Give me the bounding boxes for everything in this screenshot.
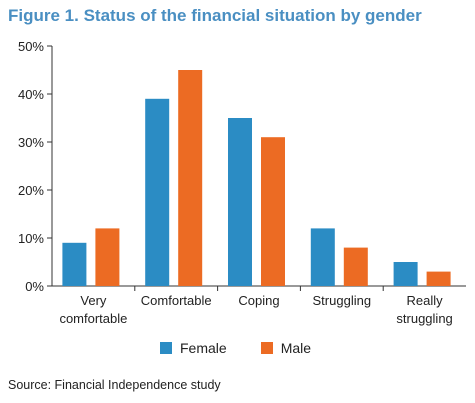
bar-female-2 xyxy=(228,118,252,286)
legend-swatch-male xyxy=(260,342,273,354)
y-tick-labels: 0% 10% 20% 30% 40% 50% xyxy=(18,39,44,294)
bar-female-0 xyxy=(62,242,87,286)
y-tick-label: 0% xyxy=(25,279,44,294)
legend-item-female: Female xyxy=(160,340,227,356)
bar-male-4 xyxy=(426,271,451,286)
y-tick-label: 30% xyxy=(18,135,44,150)
bar-male-3 xyxy=(343,247,368,286)
source-note: Source: Financial Independence study xyxy=(8,378,221,392)
chart-bars xyxy=(62,70,451,286)
y-tick-label: 50% xyxy=(18,39,44,54)
legend-label-female: Female xyxy=(180,340,227,356)
bar-female-3 xyxy=(310,228,335,286)
y-tick-label: 40% xyxy=(18,87,44,102)
x-tick-label: Coping xyxy=(238,293,279,308)
legend-swatch-female xyxy=(160,342,172,354)
bar-chart: 0% 10% 20% 30% 40% 50% Very comfortable Comfort… xyxy=(18,39,466,326)
bar-female-4 xyxy=(393,262,418,286)
bar-male-2 xyxy=(261,137,285,286)
x-tick-labels: Very comfortable Comfortable Coping Struggli… xyxy=(59,293,452,326)
bar-male-1 xyxy=(178,70,203,286)
x-tick-label: Struggling xyxy=(313,293,372,308)
chart-legend: Female Male xyxy=(160,340,345,356)
bar-female-1 xyxy=(145,98,170,286)
x-tick-label: Comfortable xyxy=(141,293,212,308)
legend-label-male: Male xyxy=(280,340,312,356)
legend-item-male: Male xyxy=(260,340,312,356)
y-tick-label: 20% xyxy=(18,183,44,198)
bar-male-0 xyxy=(95,228,120,286)
x-tick-label: Really struggling xyxy=(396,293,452,326)
y-tick-label: 10% xyxy=(18,231,44,246)
x-tick-label: Very comfortable xyxy=(59,293,127,326)
chart-title: Figure 1. Status of the financial situat… xyxy=(8,6,422,25)
